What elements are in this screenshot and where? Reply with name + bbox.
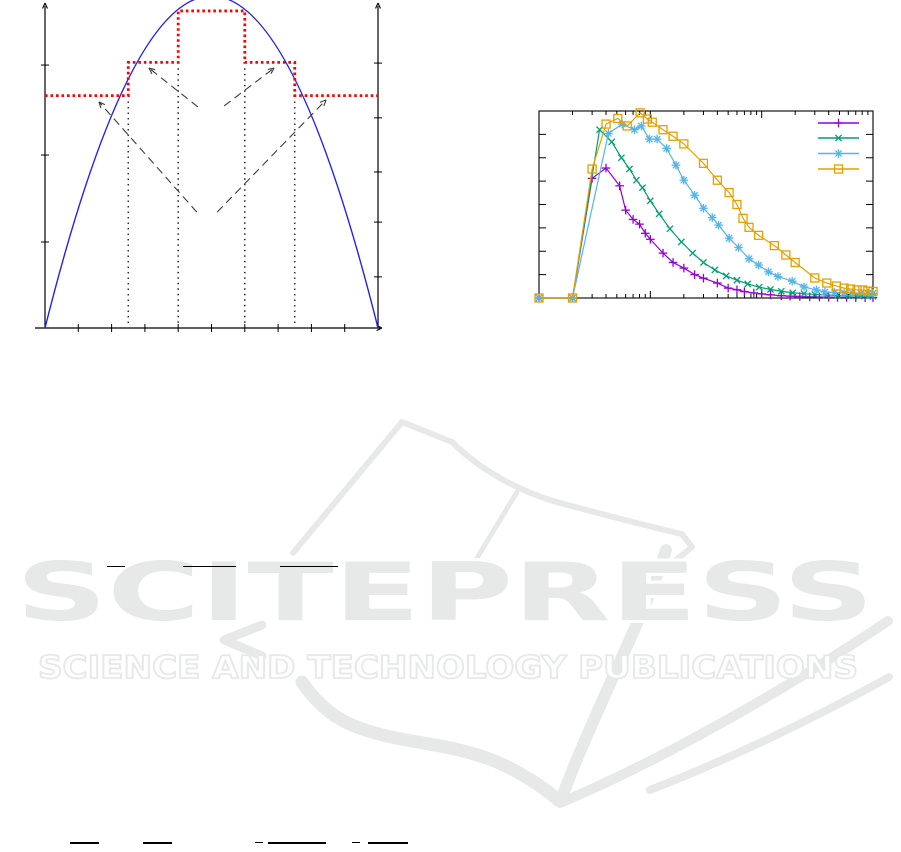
legend-entry-3 bbox=[818, 149, 859, 158]
series-2 bbox=[535, 126, 877, 302]
axes bbox=[35, 2, 383, 332]
plot-border-and-ticks bbox=[538, 110, 874, 299]
data-series bbox=[534, 108, 878, 303]
legend-entry-1 bbox=[818, 118, 859, 128]
legend bbox=[818, 118, 859, 174]
annotation-arrows bbox=[98, 67, 327, 213]
legend-entry-2 bbox=[818, 134, 859, 142]
watermark-subtitle-text: SCIENCE AND TECHNOLOGY PUBLICATIONS bbox=[38, 650, 858, 686]
series-4 bbox=[534, 108, 878, 303]
watermark-logo-graphic bbox=[219, 419, 893, 808]
figure-staircase-approximation bbox=[35, 0, 383, 332]
watermark-brand-text: SCITEPRESS bbox=[16, 546, 874, 639]
staircase-approximation bbox=[45, 9, 378, 97]
legend-entry-4 bbox=[818, 164, 859, 174]
series-3 bbox=[534, 119, 878, 303]
figure-line-chart bbox=[534, 108, 878, 303]
concave-function-curve bbox=[44, 0, 379, 329]
dotted-guide-lines bbox=[127, 68, 296, 326]
